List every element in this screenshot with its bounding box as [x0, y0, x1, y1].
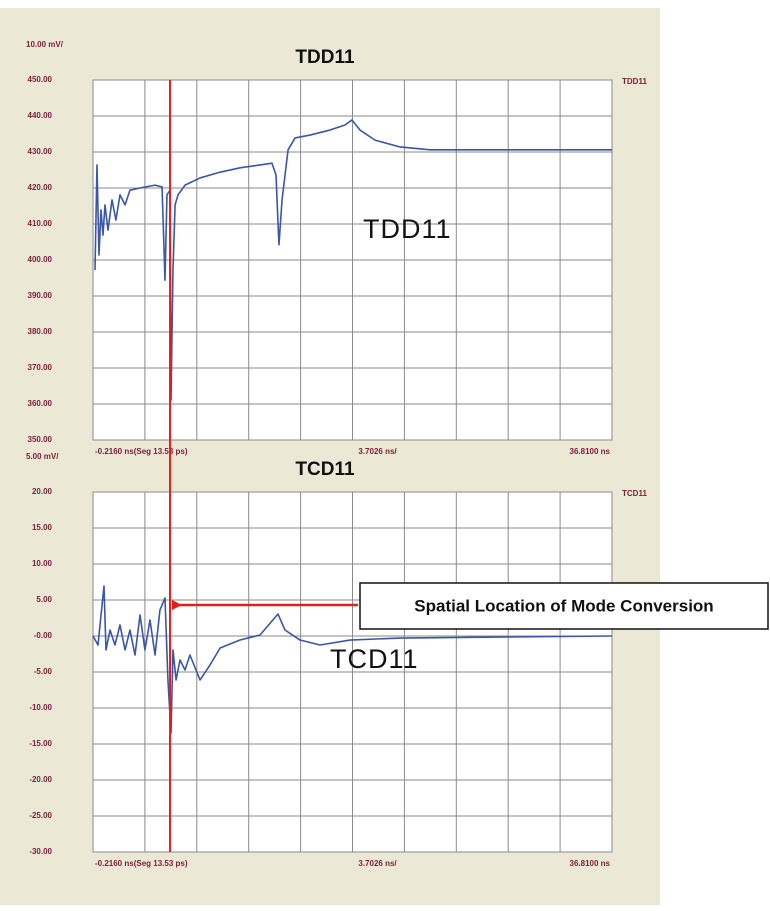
x-div-label: 3.7026 ns/: [358, 859, 397, 868]
y-tick-label: -25.00: [29, 811, 52, 820]
x-end-label: 36.8100 ns: [570, 859, 611, 868]
channel-label-group: TCD11: [622, 489, 647, 498]
y-tick-label: 440.00: [28, 111, 53, 120]
y-tick-label: -10.00: [29, 703, 52, 712]
y-tick-label: 370.00: [28, 363, 53, 372]
chart-title: TCD11: [295, 459, 355, 480]
chart-title: TDD11: [295, 47, 355, 68]
y-tick-label: -5.00: [34, 667, 53, 676]
y-tick-label: 10.00: [32, 559, 53, 568]
y-tick-label: 380.00: [28, 327, 53, 336]
y-tick-label: 410.00: [28, 219, 53, 228]
inner-label: TCD11: [330, 644, 419, 674]
y-tick-label: 350.00: [28, 435, 53, 444]
x-div-label: 3.7026 ns/: [358, 447, 397, 456]
inner-label: TDD11: [363, 214, 452, 244]
y-tick-label: 5.00: [36, 595, 52, 604]
x-end-label: 36.8100 ns: [570, 447, 611, 456]
channel-label: TDD11: [622, 77, 647, 86]
y-tick-label: 450.00: [28, 75, 53, 84]
y-tick-label: -20.00: [29, 775, 52, 784]
annotation-box: [359, 582, 769, 630]
x-start-label: -0.2160 ns(Seg 13.53 ps): [95, 447, 188, 456]
y-tick-label: -0.00: [34, 631, 53, 640]
y-tick-label: 390.00: [28, 291, 53, 300]
y-tick-label: 400.00: [28, 255, 53, 264]
y-tick-label: -15.00: [29, 739, 52, 748]
scale-label: 10.00 mV/: [26, 40, 64, 49]
x-start-label: -0.2160 ns(Seg 13.53 ps): [95, 859, 188, 868]
y-tick-label: 15.00: [32, 523, 53, 532]
annotation-text: Spatial Location of Mode Conversion: [414, 596, 713, 615]
y-tick-label: 20.00: [32, 487, 53, 496]
channel-label-group: TDD11: [622, 77, 647, 86]
trace: [94, 119, 612, 401]
y-tick-label: -30.00: [29, 847, 52, 856]
y-tick-label: 360.00: [28, 399, 53, 408]
scale-label: 5.00 mV/: [26, 452, 59, 461]
y-tick-label: 420.00: [28, 183, 53, 192]
y-tick-label: 430.00: [28, 147, 53, 156]
channel-label: TCD11: [622, 489, 647, 498]
